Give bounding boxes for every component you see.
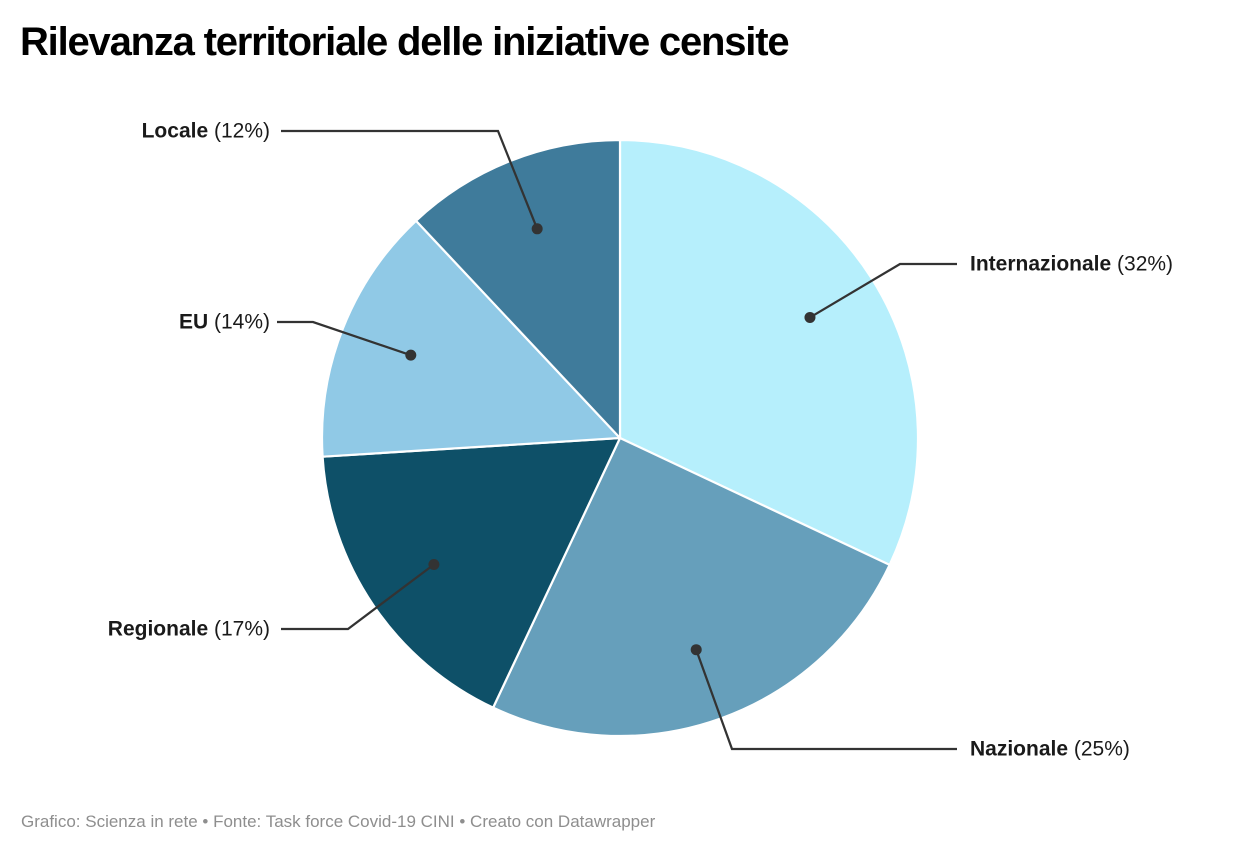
- leader-dot-nazionale: [690, 644, 702, 656]
- leader-line-locale: [281, 129, 539, 230]
- leader-line-eu: [277, 320, 412, 357]
- leader-dot-locale: [531, 223, 543, 235]
- chart-title: Rilevanza territoriale delle iniziative …: [20, 20, 790, 64]
- slice-label-name: Internazionale: [970, 252, 1112, 276]
- leader-line-internazionale: [809, 262, 957, 319]
- slice-label-name: EU: [178, 310, 209, 334]
- slice-label-name: Regionale: [107, 617, 209, 641]
- slice-label-value: (12%): [208, 119, 270, 143]
- leader-line-nazionale: [695, 649, 957, 751]
- slice-label-value: (32%): [1111, 252, 1174, 276]
- pie-slice-regionale[interactable]: [321, 436, 622, 709]
- leader-line-regionale: [281, 563, 435, 631]
- leader-dot-eu: [405, 349, 417, 361]
- slice-label-locale: Locale (12%): [142, 118, 270, 143]
- slice-label-internazionale: Internazionale (32%): [970, 251, 1173, 276]
- slice-label-value: (25%): [1068, 737, 1130, 761]
- leader-dot-internazionale: [804, 311, 816, 323]
- slice-label-value: (17%): [208, 617, 270, 641]
- slice-label-regionale: Regionale (17%): [108, 616, 270, 641]
- slice-label-value: (14%): [208, 310, 270, 334]
- attribution-footer: Grafico: Scienza in rete • Fonte: Task f…: [21, 812, 656, 831]
- slice-label-eu: EU (14%): [179, 309, 270, 334]
- leader-dot-regionale: [428, 558, 440, 570]
- pie-slice-internazionale[interactable]: [618, 138, 920, 566]
- slice-label-name: Locale: [141, 119, 209, 143]
- slice-label-name: Nazionale: [970, 737, 1069, 761]
- slice-label-nazionale: Nazionale (25%): [970, 736, 1130, 761]
- pie-slice-eu[interactable]: [320, 219, 622, 458]
